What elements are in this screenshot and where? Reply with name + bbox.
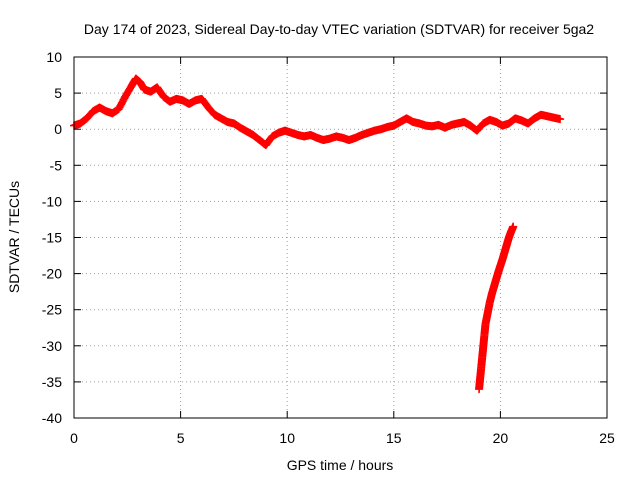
data-point-band [115,94,129,112]
series-descending-arc [475,222,518,394]
y-tick-label: -35 [42,374,62,390]
x-tick-label: 25 [599,430,615,446]
y-axis-tick-labels: 10 5 0 -5 -10 -15 -20 -25 -30 -35 -40 [42,49,62,426]
data-point [509,222,518,231]
x-tick-label: 15 [386,430,402,446]
data-point-band [262,133,276,149]
x-tick-label: 5 [177,430,185,446]
y-tick-label: -20 [42,266,62,282]
x-tick-label: 10 [279,430,295,446]
data-point-band [205,104,218,118]
y-tick-label: 0 [54,121,62,137]
y-tick-label: -40 [42,410,62,426]
y-tick-label: 5 [54,85,62,101]
x-axis-tick-labels: 0 5 10 15 20 25 [70,430,615,446]
y-tick-label: -5 [50,157,63,173]
data-point-band [153,84,167,100]
x-tick-label: 0 [70,430,78,446]
chart-title: Day 174 of 2023, Sidereal Day-to-day VTE… [84,21,594,37]
data-point-band [473,120,487,134]
series-main-trace [70,74,565,150]
y-tick-label: -10 [42,193,62,209]
data-points [70,74,565,394]
axis-ticks [73,56,608,419]
data-point [556,115,565,124]
data-point-band [198,95,212,111]
data-point-band [121,83,135,100]
y-tick-label: -30 [42,338,62,354]
x-axis-title: GPS time / hours [287,457,394,473]
x-tick-label: 20 [493,430,509,446]
y-tick-label: 10 [46,49,62,65]
y-axis-title: SDTVAR / TECUs [6,181,22,293]
data-point-band [83,108,97,122]
y-tick-label: -15 [42,230,62,246]
y-tick-label: -25 [42,302,62,318]
